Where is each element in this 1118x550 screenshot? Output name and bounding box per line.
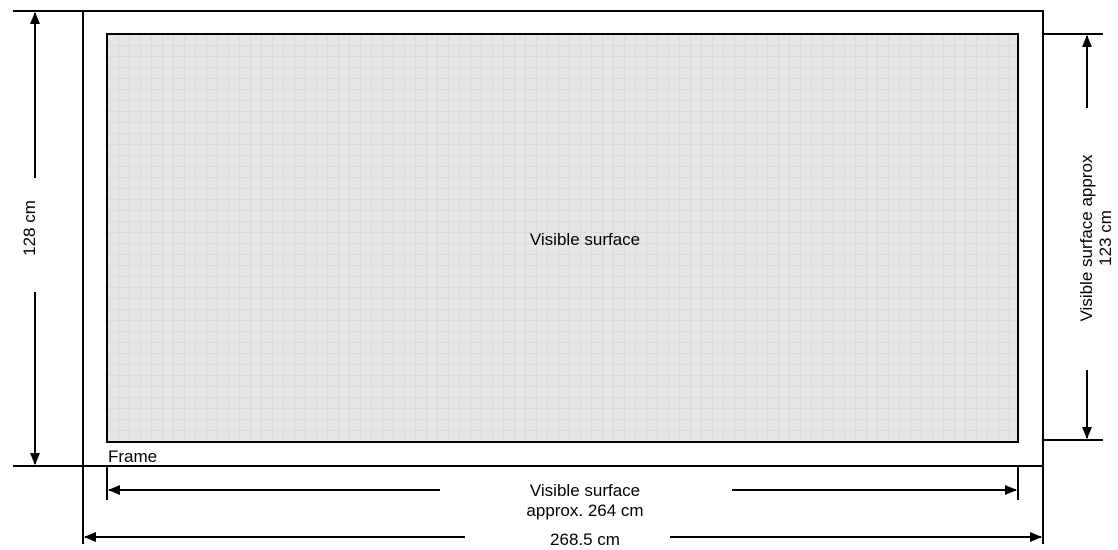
visible-surface-grid xyxy=(106,33,1019,443)
visible-width-label-line2: approx. 264 cm xyxy=(526,501,644,520)
visible-height-label-line1: Visible surface approx xyxy=(1077,154,1096,322)
height-label: 128 cm xyxy=(20,200,39,256)
frame-label: Frame xyxy=(108,447,158,466)
visible-width-dimension xyxy=(106,466,1019,500)
visible-height-label-line2: 123 cm xyxy=(1096,210,1115,266)
visible-width-label-line1: Visible surface xyxy=(529,481,641,500)
height-dimension xyxy=(13,10,83,467)
total-width-label: 268.5 cm xyxy=(550,530,620,549)
visible-width-label: Visible surface approx. 264 cm xyxy=(455,481,715,521)
visible-surface-label: Visible surface xyxy=(529,230,641,249)
visible-height-dimension xyxy=(1043,33,1103,441)
visible-height-label: Visible surface approx 123 cm xyxy=(1077,128,1115,348)
total-width-dimension xyxy=(82,466,1044,544)
